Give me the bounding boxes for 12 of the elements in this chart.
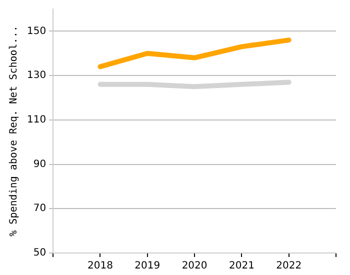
y-tick-label: 90 [33,158,46,170]
y-tick-label: 70 [33,203,46,214]
y-tick-label: 50 [33,248,46,259]
y-tick-label: 110 [26,114,46,126]
x-tick-label: 2020 [182,260,208,272]
y-tick-label: 150 [26,26,46,37]
x-tick-label: 2018 [88,260,113,272]
y-tick-label: 130 [26,70,46,82]
y-axis-title: % Spending above Req. Net School... [8,26,20,236]
x-tick-label: 2022 [276,260,302,272]
x-tick-label: 2021 [228,260,254,272]
x-tick-label: 2019 [134,260,160,272]
